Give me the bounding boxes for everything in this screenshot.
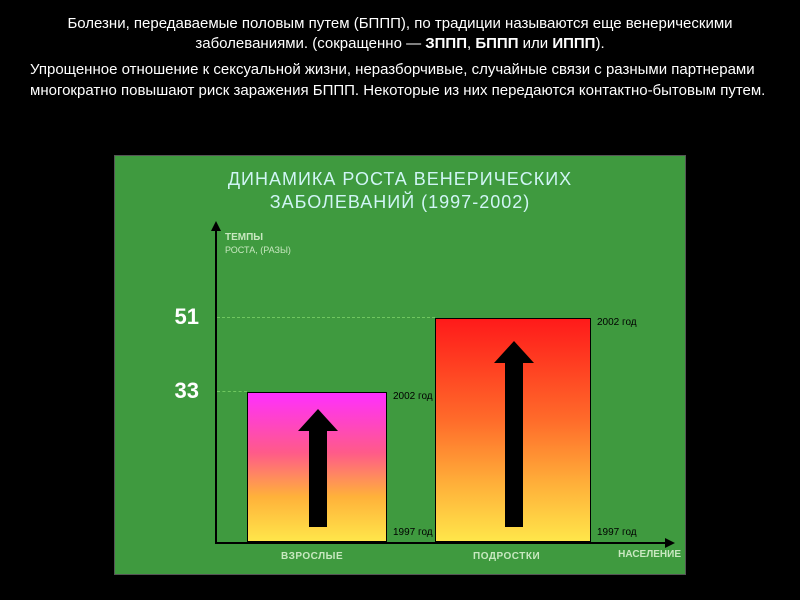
slide-subtitle: Упрощенное отношение к сексуальной жизни… <box>0 55 800 101</box>
bar-teens-top-label: 2002 год <box>597 317 637 328</box>
y-axis-label: ТЕМПЫ РОСТА, (РАЗЫ) <box>225 231 291 257</box>
title-b1: ЗППП <box>425 35 467 52</box>
title-b3: ИППП <box>552 35 595 52</box>
y-tick-label-33: 33 <box>139 378 199 404</box>
slide-root: Болезни, передаваемые половым путем (БПП… <box>0 0 800 600</box>
y-axis-label-l2: РОСТА, (РАЗЫ) <box>225 245 291 255</box>
y-tick-gridline-51 <box>217 317 435 318</box>
x-axis-label: НАСЕЛЕНИЕ <box>618 549 681 560</box>
category-label-teens: ПОДРОСТКИ <box>473 551 540 562</box>
chart-title-line1: ДИНАМИКА РОСТА ВЕНЕРИЧЕСКИХ <box>228 169 572 189</box>
category-label-adults: ВЗРОСЛЫЕ <box>281 551 343 562</box>
title-post: ). <box>595 35 604 52</box>
y-tick-label-51: 51 <box>139 304 199 330</box>
chart-title-line2: ЗАБОЛЕВАНИЙ (1997-2002) <box>270 192 530 212</box>
bar-teens <box>435 318 591 542</box>
title-pre: Болезни, передаваемые половым путем (БПП… <box>67 15 732 52</box>
trend-arrow-icon <box>309 427 327 527</box>
trend-arrow-icon <box>505 359 523 527</box>
chart-panel: ДИНАМИКА РОСТА ВЕНЕРИЧЕСКИХ ЗАБОЛЕВАНИЙ … <box>114 155 686 575</box>
y-axis <box>215 229 217 544</box>
slide-title: Болезни, передаваемые половым путем (БПП… <box>0 0 800 55</box>
bar-adults-bottom-label: 1997 год <box>393 527 433 538</box>
x-axis <box>215 542 667 544</box>
bar-teens-bottom-label: 1997 год <box>597 527 637 538</box>
chart-title: ДИНАМИКА РОСТА ВЕНЕРИЧЕСКИХ ЗАБОЛЕВАНИЙ … <box>115 156 685 219</box>
y-axis-label-l1: ТЕМПЫ <box>225 232 263 243</box>
bar-adults <box>247 392 387 542</box>
y-tick-gridline-33 <box>217 391 247 392</box>
title-b2: БППП <box>475 35 518 52</box>
title-sep2: или <box>518 35 552 52</box>
bar-adults-top-label: 2002 год <box>393 391 433 402</box>
